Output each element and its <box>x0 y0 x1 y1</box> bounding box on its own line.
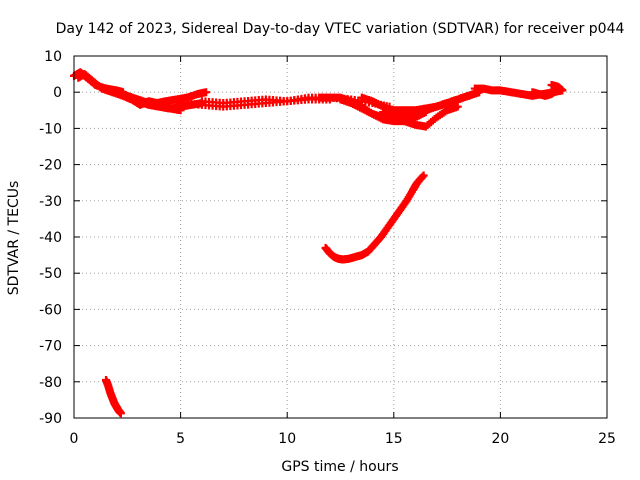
y-tick-label: 0 <box>53 85 62 101</box>
x-tick-label: 0 <box>70 431 79 447</box>
y-tick-label: -50 <box>39 266 62 282</box>
data-point <box>116 409 125 418</box>
y-tick-label: -30 <box>39 194 62 210</box>
y-tick-label: -40 <box>39 230 62 246</box>
chart-title: Day 142 of 2023, Sidereal Day-to-day VTE… <box>56 21 625 37</box>
y-tick-label: -90 <box>39 411 62 427</box>
y-tick-label: -70 <box>39 339 62 355</box>
x-tick-label: 15 <box>385 431 403 447</box>
y-axis-label: SDTVAR / TECUs <box>6 181 22 296</box>
x-tick-label: 10 <box>278 431 296 447</box>
data-point <box>202 88 211 97</box>
data-points <box>70 68 567 418</box>
axis-ticks: 0 5 10 15 20 25 10 0 -10 -20 -30 -40 -50 -60 -70 -80 -90 <box>39 49 616 447</box>
y-tick-label: 10 <box>44 49 62 65</box>
y-tick-label: -20 <box>39 158 62 174</box>
plot-frame <box>73 55 608 419</box>
data-point <box>547 80 556 89</box>
x-axis-label: GPS time / hours <box>281 459 398 475</box>
y-tick-label: -80 <box>39 375 62 391</box>
x-tick-label: 20 <box>491 431 509 447</box>
series-arc-main-n <box>528 80 567 100</box>
y-tick-label: -60 <box>39 302 62 318</box>
series-arc-low <box>101 375 125 418</box>
series-arc-mid-rise <box>321 171 428 264</box>
data-point <box>419 171 428 180</box>
data-point <box>453 102 462 111</box>
x-tick-label: 5 <box>176 431 185 447</box>
x-tick-label: 25 <box>598 431 616 447</box>
y-tick-label: -10 <box>39 121 62 137</box>
